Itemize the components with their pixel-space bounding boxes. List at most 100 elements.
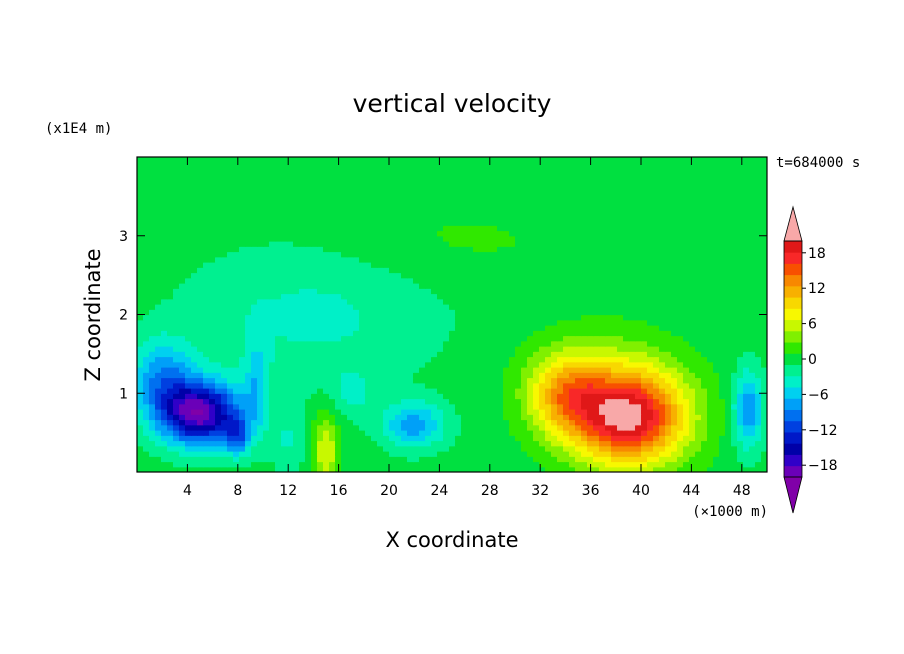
field-cell [407, 230, 414, 237]
field-cell [587, 356, 594, 363]
field-cell [215, 372, 222, 379]
field-cell [281, 377, 288, 384]
field-cell [491, 356, 498, 363]
field-cell [413, 377, 420, 384]
field-cell [431, 409, 438, 415]
field-cell [455, 330, 462, 337]
field-cell [197, 314, 204, 321]
field-cell [623, 246, 630, 253]
field-cell [725, 340, 732, 347]
field-cell [473, 393, 480, 400]
field-cell [503, 403, 510, 410]
field-cell [527, 340, 534, 347]
field-cell [611, 440, 618, 447]
field-cell [647, 440, 654, 447]
field-cell [635, 335, 642, 342]
field-cell [353, 351, 360, 358]
field-cell [215, 466, 222, 472]
field-cell [671, 309, 678, 316]
field-cell [245, 382, 252, 389]
field-cell [407, 288, 414, 295]
field-cell [227, 251, 234, 258]
field-cell [725, 351, 732, 358]
field-cell [245, 435, 252, 442]
field-cell [581, 340, 588, 347]
field-cell [191, 440, 198, 447]
field-cell [173, 272, 180, 279]
field-cell [569, 330, 576, 337]
y-unit-label: (x1E4 m) [45, 121, 112, 137]
field-cell [431, 230, 438, 237]
field-cell [275, 246, 282, 253]
field-cell [143, 351, 150, 358]
field-cell [665, 398, 672, 405]
field-cell [383, 419, 390, 426]
field-cell [755, 256, 762, 263]
field-cell [665, 377, 672, 384]
field-cell [191, 461, 198, 468]
field-cell [317, 288, 324, 295]
field-cell [479, 304, 486, 310]
field-cell [281, 309, 288, 316]
field-cell [557, 267, 564, 274]
field-cell [713, 235, 720, 242]
field-cell [257, 272, 264, 279]
field-cell [599, 277, 606, 284]
field-cell [227, 382, 234, 389]
field-cell [671, 466, 678, 472]
field-cell [401, 304, 408, 310]
field-cell [377, 335, 384, 342]
field-cell [485, 398, 492, 405]
field-cell [197, 325, 204, 331]
field-cell [575, 262, 582, 268]
field-cell [725, 235, 732, 242]
field-cell [137, 325, 144, 331]
field-cell [623, 403, 630, 410]
field-cell [365, 262, 372, 268]
field-cell [605, 262, 612, 268]
field-cell [413, 235, 420, 242]
field-cell [695, 409, 702, 415]
field-cell [761, 382, 767, 389]
field-cell [455, 314, 462, 321]
field-cell [407, 246, 414, 253]
field-cell [317, 388, 324, 394]
field-cell [659, 272, 666, 279]
field-cell [401, 272, 408, 279]
field-cell [137, 288, 144, 295]
field-cell [317, 262, 324, 268]
field-cell [419, 419, 426, 426]
field-cell [263, 393, 270, 400]
field-cell [623, 461, 630, 468]
field-cell [623, 445, 630, 452]
field-cell [749, 304, 756, 310]
field-cell [689, 230, 696, 237]
field-cell [155, 256, 162, 263]
field-cell [179, 356, 186, 363]
field-cell [221, 251, 228, 258]
field-cell [377, 277, 384, 284]
field-cell [551, 309, 558, 316]
field-cell [395, 277, 402, 284]
field-cell [263, 293, 270, 300]
field-cell [275, 372, 282, 379]
field-cell [293, 272, 300, 279]
field-cell [419, 466, 426, 472]
field-cell [179, 225, 186, 232]
field-cell [257, 256, 264, 263]
field-cell [491, 272, 498, 279]
field-cell [311, 267, 318, 274]
field-cell [161, 424, 168, 431]
field-cell [593, 466, 600, 472]
field-cell [575, 293, 582, 300]
field-cell [263, 272, 270, 279]
field-cell [323, 309, 330, 316]
field-cell [233, 335, 240, 342]
field-cell [593, 419, 600, 426]
field-cell [659, 256, 666, 263]
field-cell [137, 403, 144, 410]
field-cell [539, 277, 546, 284]
field-cell [161, 414, 168, 421]
field-cell [323, 241, 330, 247]
field-cell [353, 403, 360, 410]
